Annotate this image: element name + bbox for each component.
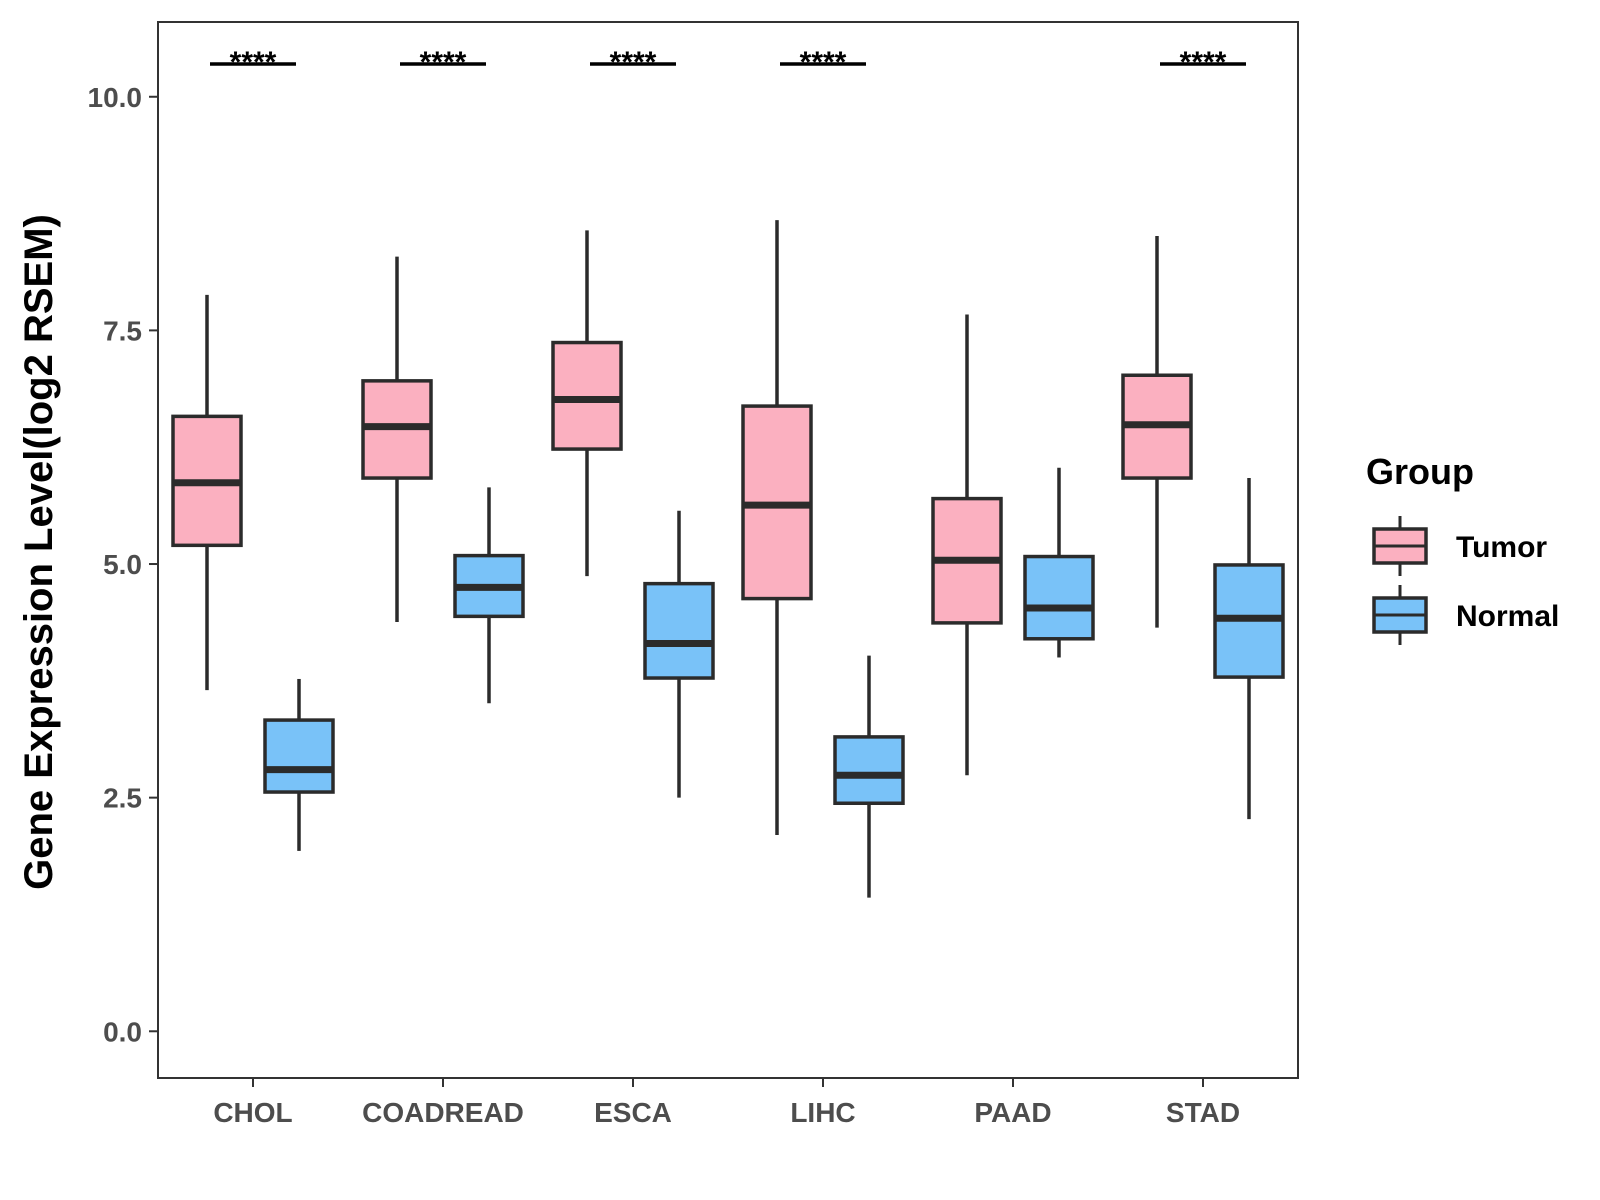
- y-tick-label: 10.0: [88, 82, 143, 113]
- significance-label: ****: [420, 46, 467, 79]
- x-tick-label: STAD: [1166, 1097, 1240, 1128]
- x-axis: CHOL COADREAD ESCA LIHC PAAD STAD: [213, 1078, 1240, 1128]
- plot-marks: **** **** **** **** ****: [171, 46, 1285, 898]
- box-body: [643, 581, 715, 680]
- box-paad-normal: [1023, 467, 1095, 658]
- y-axis: 0.0 2.5 5.0 7.5 10.0: [88, 82, 158, 1047]
- box-stad-normal: [1213, 478, 1285, 820]
- significance-chol: ****: [210, 46, 296, 79]
- significance-label: ****: [1180, 46, 1227, 79]
- x-tick-label: ESCA: [594, 1097, 672, 1128]
- significance-esca: ****: [590, 46, 676, 79]
- legend-item-tumor: Tumor: [1372, 516, 1547, 576]
- legend-label: Tumor: [1456, 531, 1547, 564]
- box-body: [551, 340, 623, 451]
- significance-lihc: ****: [780, 46, 866, 79]
- box-body: [263, 718, 335, 794]
- box-stad-tumor: [1121, 236, 1193, 628]
- x-tick-label: PAAD: [974, 1097, 1051, 1128]
- significance-stad: ****: [1160, 46, 1246, 79]
- legend-key: [1372, 585, 1428, 645]
- plot-panel-border: [157, 21, 1299, 1079]
- y-tick-label: 2.5: [103, 783, 142, 814]
- legend-title: Group: [1366, 451, 1474, 492]
- box-chol-normal: [263, 678, 335, 851]
- y-axis-title: Gene Expression Level(log2 RSEM): [17, 214, 61, 890]
- box-esca-normal: [643, 510, 715, 798]
- x-tick-label: CHOL: [213, 1097, 292, 1128]
- legend-key: [1372, 516, 1428, 576]
- significance-label: ****: [800, 46, 847, 79]
- legend: Group Tumor Normal: [1366, 451, 1559, 645]
- box-esca-tumor: [551, 230, 623, 577]
- y-tick-label: 7.5: [103, 315, 142, 346]
- significance-label: ****: [610, 46, 657, 79]
- box-body: [1023, 554, 1095, 641]
- y-tick-label: 5.0: [103, 549, 142, 580]
- x-tick-label: LIHC: [790, 1097, 855, 1128]
- box-lihc-tumor: [741, 220, 813, 836]
- box-chol-tumor: [171, 294, 243, 691]
- significance-label: ****: [230, 46, 277, 79]
- box-body: [833, 735, 905, 806]
- box-paad-tumor: [931, 314, 1003, 776]
- x-tick-label: COADREAD: [362, 1097, 524, 1128]
- y-tick-label: 0.0: [103, 1016, 142, 1047]
- box-coadread-tumor: [361, 256, 433, 622]
- legend-item-normal: Normal: [1372, 585, 1559, 645]
- legend-label: Normal: [1456, 600, 1559, 633]
- box-lihc-normal: [833, 655, 905, 898]
- box-coadread-normal: [453, 487, 525, 704]
- significance-coadread: ****: [400, 46, 486, 79]
